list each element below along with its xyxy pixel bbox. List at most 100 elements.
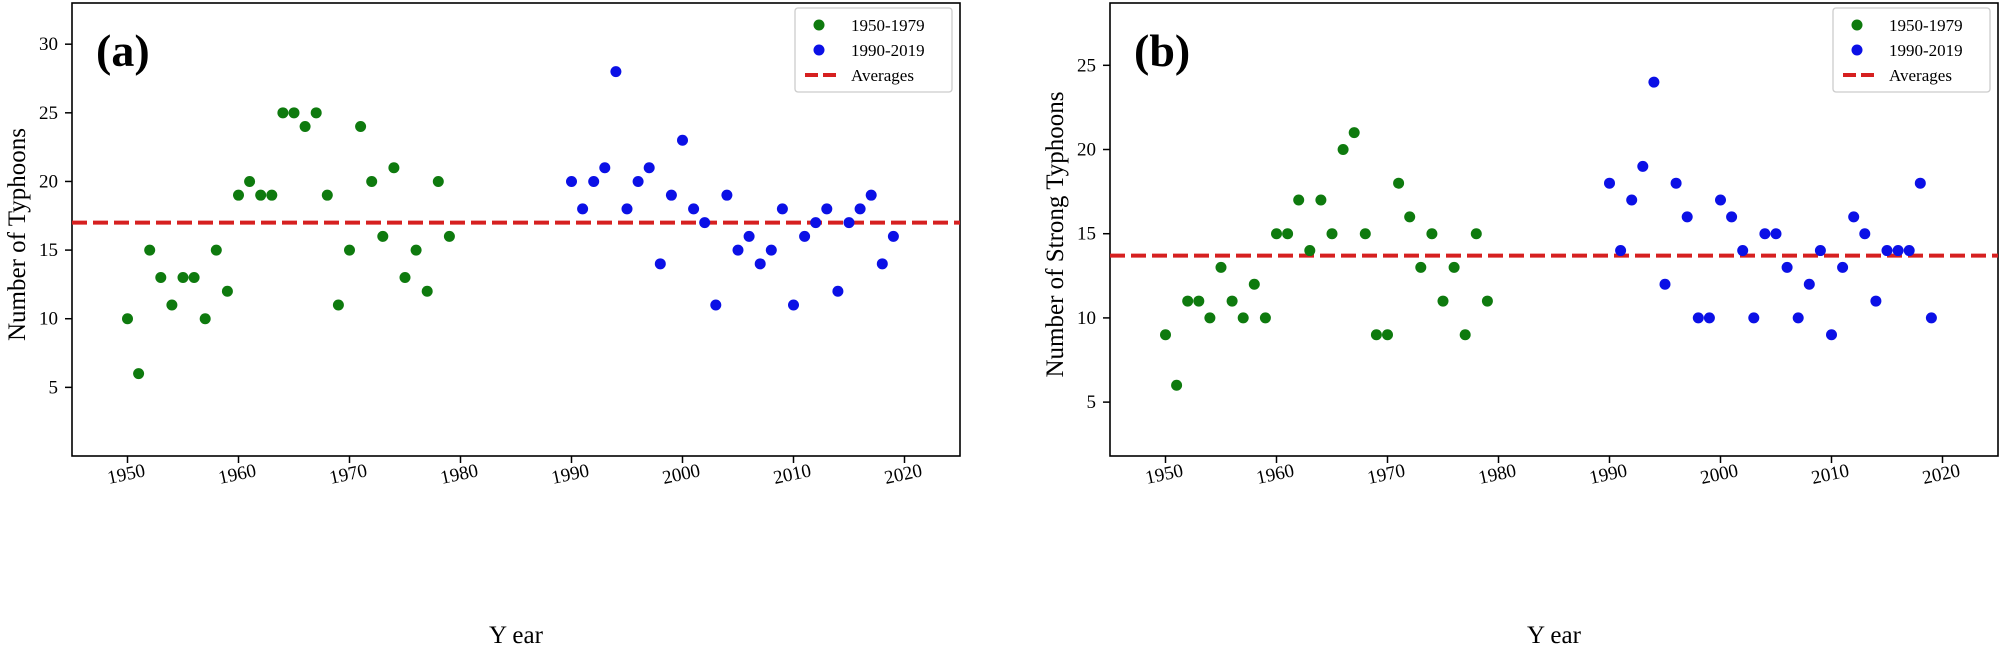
data-point — [1404, 211, 1416, 223]
data-point — [810, 217, 822, 229]
legend-label: 1990-2019 — [851, 41, 925, 60]
x-tick-label: 2010 — [772, 460, 814, 488]
x-tick-label: 1980 — [1477, 460, 1519, 488]
data-point — [876, 258, 888, 270]
legend-marker — [1851, 44, 1863, 56]
x-tick-label: 2000 — [661, 460, 703, 488]
legend-label: 1950-1979 — [851, 16, 925, 35]
data-point — [366, 175, 378, 187]
data-point — [887, 230, 899, 242]
data-point — [865, 189, 877, 201]
x-axis-title: Y ear — [1527, 622, 1582, 649]
plot-frame — [71, 2, 961, 457]
data-point — [1415, 261, 1427, 273]
data-point — [1182, 295, 1194, 307]
x-tick-label: 1990 — [550, 460, 592, 488]
data-point — [288, 107, 300, 119]
data-point — [355, 121, 367, 133]
data-point — [1470, 228, 1482, 240]
data-point — [1914, 177, 1926, 189]
x-tick-label: 2010 — [1810, 460, 1852, 488]
data-point — [1814, 245, 1826, 257]
legend: 1950-1979 1990-2019 Averages — [1832, 7, 1991, 93]
data-point — [776, 203, 788, 215]
data-point — [654, 258, 666, 270]
data-point — [1781, 261, 1793, 273]
x-tick-label: 1970 — [328, 460, 370, 488]
data-point — [210, 244, 222, 256]
data-point — [1282, 228, 1294, 240]
y-tick-label: 25 — [39, 103, 58, 124]
data-point — [1826, 329, 1837, 341]
legend-marker — [813, 44, 825, 56]
data-point — [1604, 177, 1615, 189]
x-tick-label: 2020 — [1921, 460, 1963, 488]
data-point — [1670, 177, 1682, 189]
data-point — [732, 244, 744, 256]
y-tick-label: 10 — [1077, 308, 1096, 329]
data-point — [1215, 261, 1227, 273]
data-point — [1925, 312, 1937, 324]
x-tick-label: 2020 — [883, 460, 925, 488]
data-point — [1870, 295, 1882, 307]
data-point — [1359, 228, 1371, 240]
data-point — [699, 217, 711, 229]
legend-label: 1990-2019 — [1889, 41, 1963, 60]
data-point — [843, 217, 855, 229]
data-point — [1160, 329, 1171, 341]
data-point — [621, 203, 633, 215]
data-point — [765, 244, 777, 256]
data-point — [1659, 278, 1671, 290]
panel-a: 1950 1960 1970 1980 1990 2000 2010 2020 5 10 15 20 2… — [4, 2, 961, 649]
data-point — [1892, 245, 1904, 257]
data-point — [1315, 194, 1327, 206]
data-point — [665, 189, 677, 201]
data-point — [1393, 177, 1405, 189]
data-point — [1193, 295, 1205, 307]
data-point — [1903, 245, 1915, 257]
data-point — [155, 272, 167, 284]
data-point — [1259, 312, 1271, 324]
x-tick-label: 1980 — [439, 460, 481, 488]
data-point — [688, 203, 700, 215]
data-point — [421, 285, 433, 297]
data-point — [299, 121, 311, 133]
data-point — [1448, 261, 1460, 273]
series-1990-2019 — [566, 66, 899, 311]
data-point — [566, 175, 577, 187]
data-point — [1848, 211, 1860, 223]
data-point — [588, 175, 600, 187]
data-point — [221, 285, 233, 297]
data-point — [144, 244, 156, 256]
x-tick-label: 1970 — [1366, 460, 1408, 488]
data-point — [1248, 278, 1260, 290]
data-point — [1271, 228, 1282, 240]
x-tick-label: 1960 — [217, 460, 259, 488]
data-point — [1204, 312, 1216, 324]
y-tick-label: 30 — [39, 34, 58, 55]
y-tick-label: 15 — [39, 240, 58, 261]
data-point — [710, 299, 722, 311]
data-point — [332, 299, 344, 311]
data-point — [310, 107, 322, 119]
data-point — [632, 175, 644, 187]
data-point — [1626, 194, 1638, 206]
legend-box — [1832, 7, 1991, 93]
y-tick-label: 10 — [39, 309, 58, 330]
y-axis-title: Number of Strong Typhoons — [1042, 92, 1069, 378]
legend-marker — [1851, 19, 1863, 31]
panel-label: (a) — [96, 25, 150, 76]
data-point — [1437, 295, 1449, 307]
x-tick-label: 1960 — [1255, 460, 1297, 488]
legend-marker — [813, 19, 825, 31]
y-tick-label: 20 — [39, 171, 58, 192]
panel-label: (b) — [1134, 25, 1190, 76]
data-point — [643, 162, 655, 174]
data-point — [1337, 144, 1349, 156]
data-point — [788, 299, 799, 311]
data-point — [799, 230, 811, 242]
data-point — [166, 299, 178, 311]
data-point — [754, 258, 766, 270]
data-point — [577, 203, 589, 215]
